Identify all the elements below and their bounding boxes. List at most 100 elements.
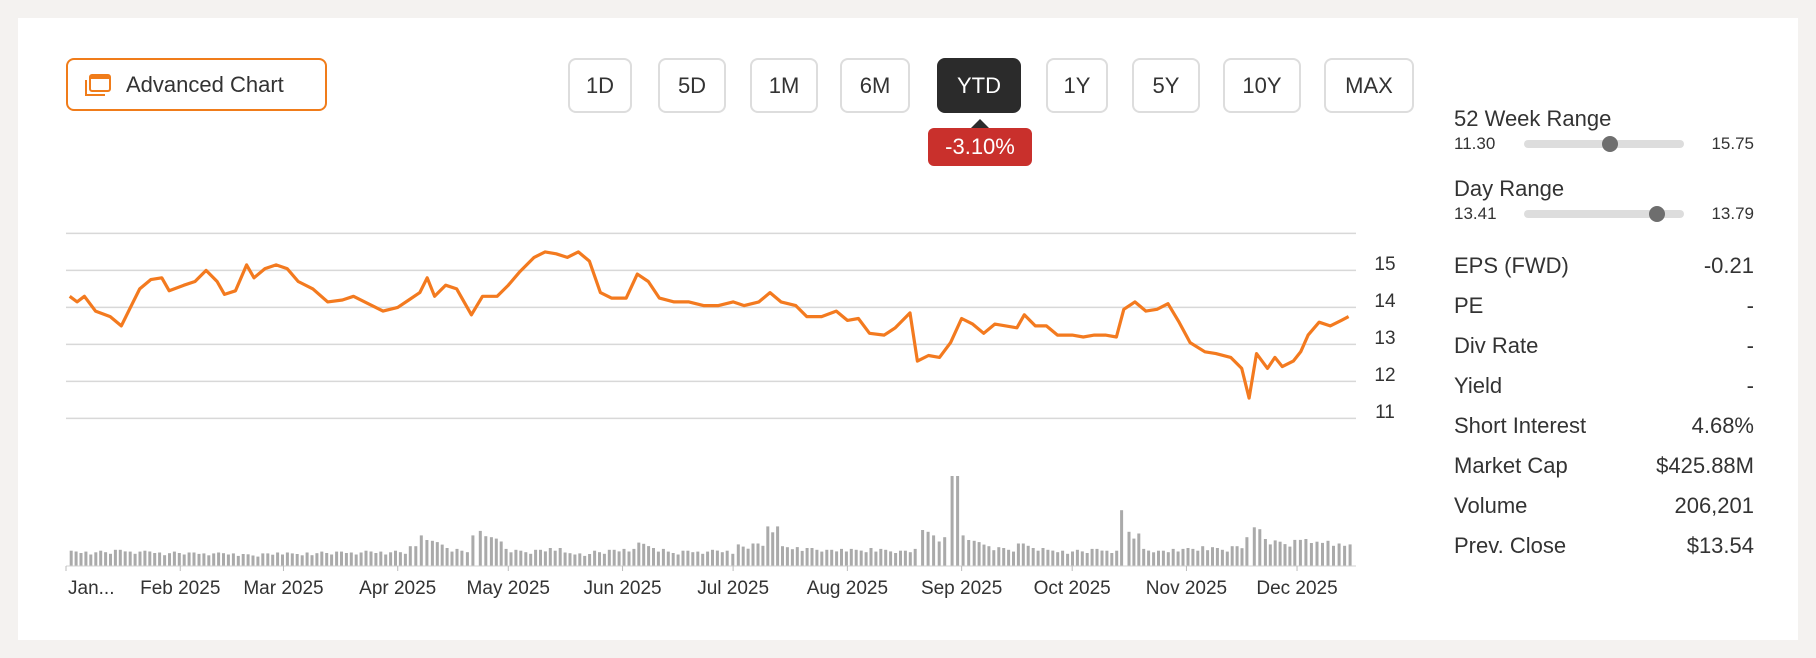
volume-bar (820, 551, 824, 566)
x-tick-label: Oct 2025 (1034, 578, 1111, 599)
volume-bar (800, 550, 804, 566)
volume-bar (315, 553, 319, 566)
price-line (68, 250, 1350, 400)
volume-bar (408, 546, 412, 566)
volume-bar (354, 554, 358, 566)
volume-bar (349, 552, 353, 566)
volume-bar (340, 551, 343, 566)
chart-window-icon (85, 73, 111, 96)
day-range-track (1524, 206, 1684, 222)
volume-bar (1007, 549, 1011, 566)
day-range-label: Day Range (1454, 176, 1565, 201)
volume-bar (1002, 548, 1006, 566)
period-button-1d[interactable]: 1D (568, 58, 632, 113)
volume-bar (207, 555, 211, 566)
volume-bar (1309, 543, 1313, 566)
volume-bar (330, 554, 334, 566)
volume-bar (109, 553, 112, 566)
volume-bar (588, 554, 592, 566)
volume-bar (746, 548, 750, 566)
volume-bar (756, 543, 760, 566)
period-button-1m[interactable]: 1M (750, 58, 818, 113)
volume-bar (290, 553, 294, 566)
period-button-ytd[interactable]: YTD (937, 58, 1021, 113)
volume-bar (104, 552, 108, 566)
52-week-range-label: 52 Week Range (1454, 106, 1612, 131)
price-chart[interactable]: 15 14 13 12 11 Jan... Feb 2025 Mar 2025 Apr 202… (18, 18, 1438, 640)
volume-bar (583, 555, 587, 566)
volume-bar (509, 552, 513, 566)
volume-bar (256, 556, 260, 566)
volume-bar (741, 546, 745, 566)
volume-bar (158, 552, 162, 566)
volume-bar (1026, 545, 1030, 567)
x-axis: Jan... Feb 2025 Mar 2025 Apr 2025 May 2025 Ju… (65, 566, 1338, 599)
volume-bar (450, 551, 454, 566)
volume-bar (84, 551, 88, 566)
volume-bar (1147, 550, 1151, 566)
volume-bar (612, 549, 616, 566)
volume-bar (869, 548, 873, 566)
stat-value: - (1746, 293, 1754, 318)
volume-bar (652, 548, 655, 566)
volume-bar (607, 549, 611, 566)
volume-bar (558, 548, 562, 566)
volume-bar (568, 553, 572, 566)
volume-bar (1100, 550, 1104, 566)
stat-value: 4.68% (1691, 413, 1754, 438)
volume-bar (1036, 550, 1040, 566)
volume-bar (1085, 553, 1089, 566)
period-button-1y[interactable]: 1Y (1046, 58, 1108, 113)
volume-bar (153, 553, 157, 566)
volume-bar (913, 548, 917, 566)
volume-bar (1278, 541, 1282, 566)
volume-bar (926, 531, 930, 566)
volume-bar (1132, 538, 1136, 566)
volume-bar (1031, 548, 1035, 566)
volume-bar (1056, 552, 1060, 566)
volume-bar (943, 537, 947, 566)
volume-bar (1157, 550, 1160, 566)
x-tick-label: Sep 2025 (921, 578, 1002, 599)
volume-bar (455, 548, 459, 566)
volume-bar (1315, 541, 1319, 566)
volume-bar (548, 548, 552, 566)
y-tick-label: 11 (1375, 402, 1395, 423)
volume-bar (1288, 546, 1292, 566)
volume-bar (478, 530, 482, 566)
period-button-10y[interactable]: 10Y (1223, 58, 1301, 113)
volume-bar (715, 550, 719, 566)
volume-bar (1090, 548, 1094, 566)
volume-bar (1225, 551, 1229, 566)
stat-value: - (1746, 333, 1754, 358)
volume-bar (1051, 550, 1055, 566)
stat-row-prev-close: Prev. Close $13.54 (1454, 526, 1754, 566)
volume-bar (435, 542, 439, 566)
volume-bar (1252, 527, 1256, 566)
volume-bar (696, 551, 700, 566)
period-button-max[interactable]: MAX (1324, 58, 1414, 113)
volume-bar (578, 553, 582, 566)
volume-bar (222, 553, 225, 566)
volume-bar (1171, 548, 1175, 566)
volume-bar (593, 550, 597, 566)
period-button-5d[interactable]: 5D (658, 58, 726, 113)
volume-bar (859, 550, 863, 566)
volume-bar (514, 549, 518, 566)
volume-bar (681, 550, 685, 566)
advanced-chart-button[interactable]: Advanced Chart (66, 58, 327, 111)
period-button-6m[interactable]: 6M (840, 58, 910, 113)
volume-bar (1181, 548, 1185, 566)
volume-bar (113, 549, 117, 566)
volume-bar (364, 550, 368, 566)
stat-value: $13.54 (1686, 533, 1754, 558)
volume-bar (810, 548, 814, 566)
y-tick-label: 13 (1374, 328, 1395, 349)
stat-row-volume: Volume 206,201 (1454, 486, 1754, 526)
52-week-high: 15.75 (1711, 134, 1754, 153)
volume-bar (573, 554, 577, 566)
volume-bar (908, 552, 912, 566)
volume-bar (246, 554, 250, 566)
stat-row-short-interest: Short Interest 4.68% (1454, 406, 1754, 446)
period-button-5y[interactable]: 5Y (1132, 58, 1200, 113)
